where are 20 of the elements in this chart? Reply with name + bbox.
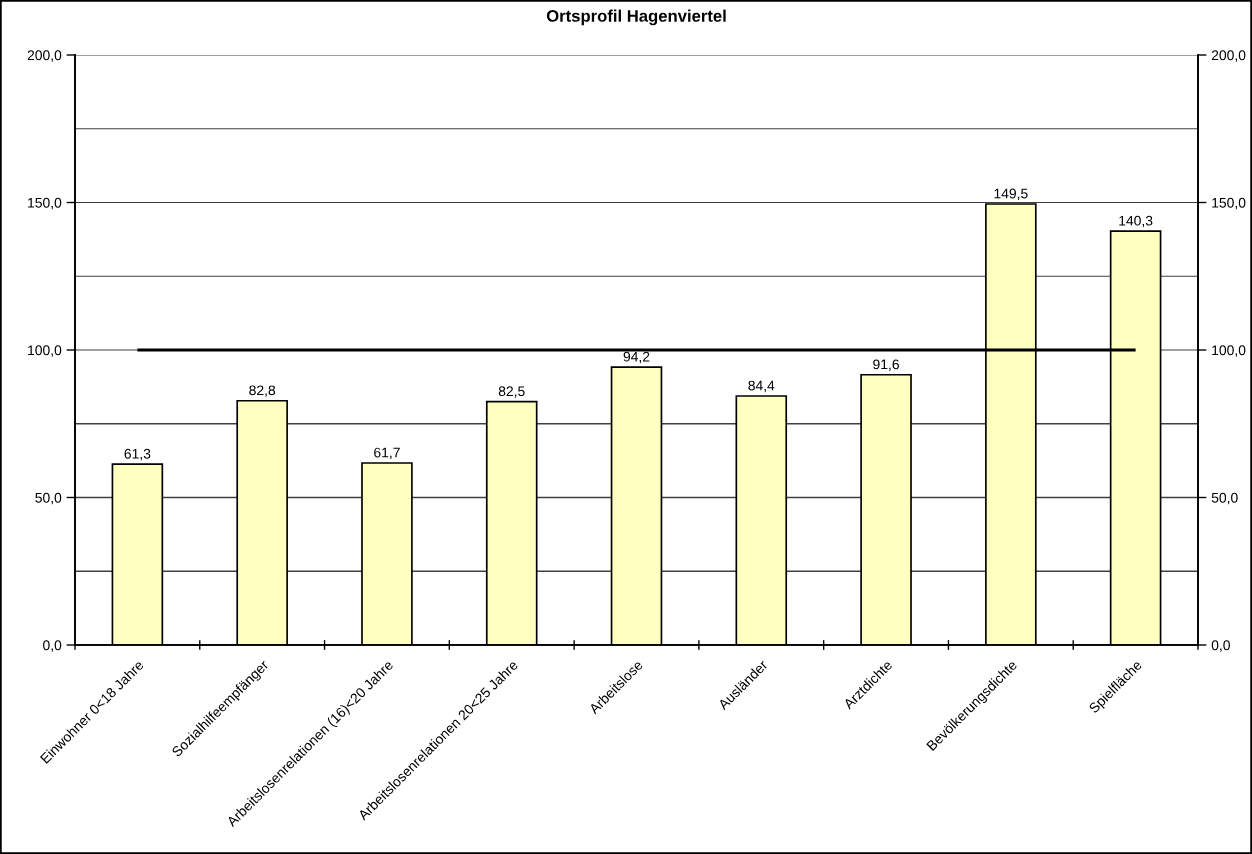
data-label: 61,3 [124, 448, 151, 461]
chart-title: Ortsprofil Hagenviertel [546, 9, 726, 26]
y-tick-label: 50,0 [35, 492, 62, 505]
data-label: 149,5 [994, 188, 1028, 201]
data-label: 82,5 [498, 386, 525, 398]
y-tick-label: 200,0 [27, 50, 62, 62]
y2-tick-label: 200,0 [1211, 50, 1246, 62]
data-label: 94,2 [623, 351, 650, 364]
y-tick-label: 0,0 [43, 640, 62, 652]
y2-tick-label: 100,0 [1212, 345, 1246, 357]
y2-tick-label: 150,0 [1212, 197, 1246, 210]
data-label: 82,8 [249, 385, 276, 397]
data-label: 84,4 [748, 380, 775, 393]
y-tick-label: 150,0 [28, 197, 62, 210]
y2-tick-label: 50,0 [1211, 492, 1238, 505]
y2-tick-label: 0,0 [1211, 640, 1230, 652]
y-tick-label: 100,0 [28, 345, 62, 357]
data-label: 140,3 [1119, 215, 1153, 228]
data-label: 61,7 [374, 447, 400, 460]
data-label: 91,6 [873, 359, 899, 371]
